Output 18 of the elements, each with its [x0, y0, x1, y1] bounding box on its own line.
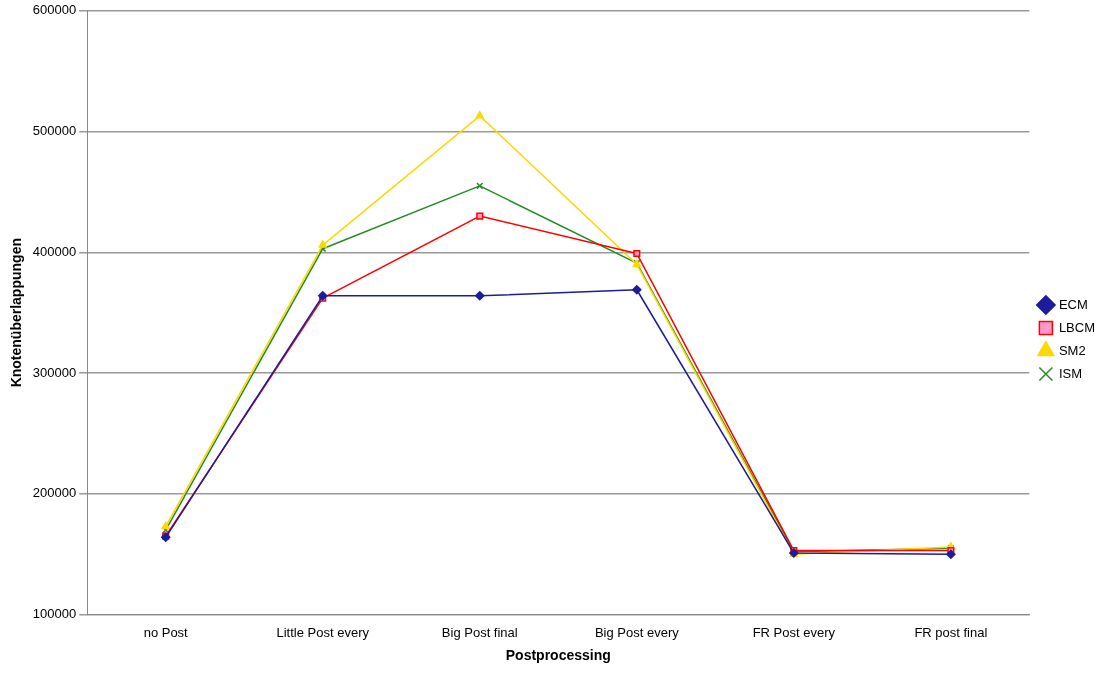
y-tick-label: 500000	[32, 123, 77, 139]
legend-label: SM2	[1058, 342, 1086, 358]
y-tick-label: 100000	[32, 606, 77, 622]
x-tick-label: FR Post every	[752, 624, 836, 640]
y-tick-label: 400000	[32, 243, 77, 259]
legend-label: ISM	[1058, 365, 1083, 381]
y-tick-label: 300000	[32, 364, 77, 380]
x-tick-label: FR post final	[914, 624, 988, 640]
x-tick-label: Big Post final	[441, 624, 518, 640]
y-axis-title: Knotenüberlappungen	[8, 238, 25, 388]
x-tick-label: no Post	[143, 624, 189, 640]
x-tick-label: Big Post every	[594, 624, 680, 640]
x-tick-label: Little Post every	[276, 624, 370, 640]
y-tick-label: 600000	[32, 2, 77, 18]
legend-label: LBCM	[1058, 319, 1096, 335]
legend-label: ECM	[1058, 296, 1088, 312]
x-axis-title: Postprocessing	[505, 647, 611, 664]
y-tick-label: 200000	[32, 485, 77, 501]
